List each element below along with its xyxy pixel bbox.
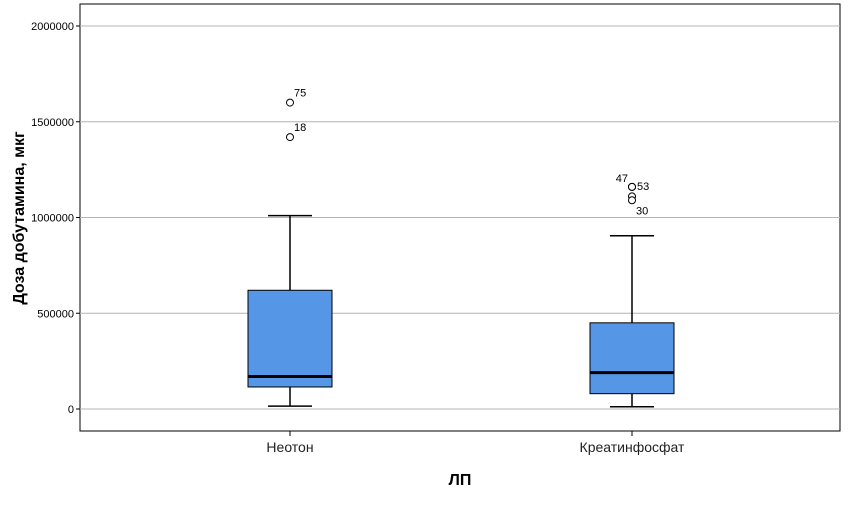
- y-tick-label: 1500000: [31, 117, 74, 129]
- y-axis-title: Доза добутамина, мкг: [11, 131, 28, 305]
- iqr-box: [247, 289, 333, 388]
- outlier-label: 53: [637, 181, 649, 193]
- grid-lines: [80, 25, 840, 410]
- y-tick-label: 500000: [37, 308, 74, 320]
- y-tick-label: 1000000: [31, 213, 74, 225]
- x-tick-label: Креатинфосфат: [580, 439, 685, 455]
- x-tick-label: Неотон: [266, 439, 313, 455]
- outlier-label: 75: [294, 88, 306, 100]
- y-tick-label: 2000000: [31, 21, 74, 33]
- outlier-point: [628, 182, 636, 191]
- boxes: 75 18 47 53 30: [247, 88, 675, 408]
- box-2: 47 53 30: [589, 173, 675, 408]
- x-axis-ticks: Неотон Креатинфосфат: [266, 431, 685, 455]
- outlier-label: 30: [636, 205, 648, 217]
- outlier-point: [286, 133, 294, 142]
- x-axis-title: ЛП: [449, 472, 472, 489]
- iqr-box: [589, 322, 675, 395]
- outlier-point: [628, 196, 636, 205]
- outlier-point: [286, 98, 294, 107]
- y-tick-label: 0: [68, 404, 74, 416]
- y-axis-ticks: 0 500000 1000000 1500000 2000000: [31, 21, 80, 416]
- outlier-label: 18: [294, 122, 306, 134]
- outlier-label: 47: [616, 173, 628, 185]
- box-1: 75 18: [247, 88, 333, 407]
